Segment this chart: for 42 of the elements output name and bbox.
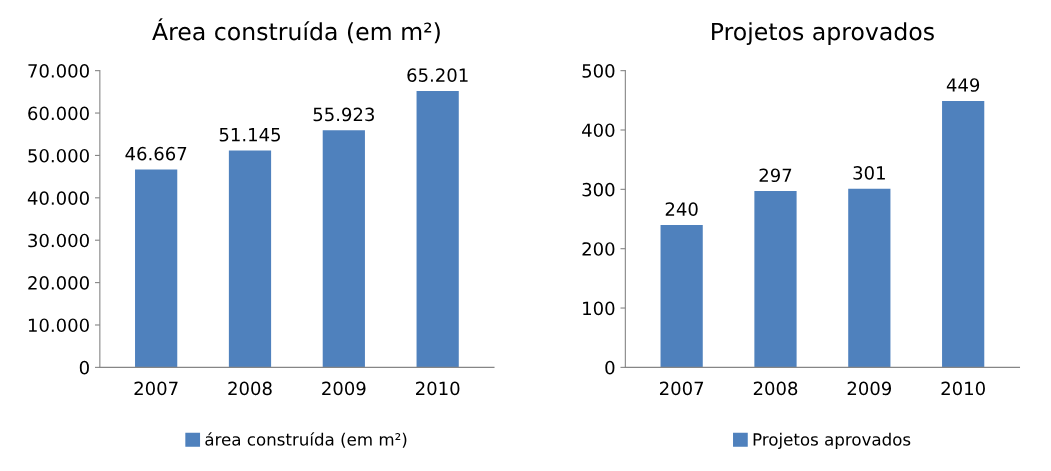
x-tick-label: 2007 <box>660 381 704 396</box>
bar <box>848 188 891 368</box>
x-tick-label: 2007 <box>134 381 178 396</box>
data-label: 46.667 <box>125 146 187 161</box>
bar <box>416 90 459 368</box>
y-tick-label: 70.000 <box>28 64 89 78</box>
y-tick-label: 200 <box>582 242 615 256</box>
y-tick-label: 10.000 <box>28 318 89 333</box>
data-label: 55.923 <box>313 107 374 122</box>
y-tick-label: 0 <box>79 360 89 375</box>
x-tick-label: 2010 <box>941 381 985 396</box>
y-tick-label: 500 <box>582 64 615 78</box>
bar <box>228 150 272 368</box>
x-tick-label: 2008 <box>753 381 798 396</box>
x-tick-label: 2010 <box>416 381 460 396</box>
bar <box>322 130 365 368</box>
data-label: 51.145 <box>219 128 280 142</box>
data-label: 301 <box>853 166 885 180</box>
y-tick-label: 30.000 <box>28 233 89 248</box>
x-tick-label: 2008 <box>228 381 272 396</box>
data-label: 240 <box>665 202 698 216</box>
legend-label: área construída (em m²) <box>205 432 407 448</box>
chart-title: Área construída (em m²) <box>152 18 440 44</box>
x-tick-label: 2009 <box>847 381 892 396</box>
bar <box>942 100 985 368</box>
y-tick-label: 300 <box>582 182 615 197</box>
y-tick-label: 50.000 <box>28 148 89 163</box>
bar <box>754 191 797 368</box>
data-label: 297 <box>759 168 792 183</box>
bar <box>660 224 703 368</box>
data-label: 449 <box>946 78 980 92</box>
y-tick-label: 100 <box>583 301 615 316</box>
legend-label: Projetos aprovados <box>753 432 911 449</box>
bar <box>135 169 178 368</box>
y-tick-label: 0 <box>605 360 615 375</box>
chart-title: Projetos aprovados <box>712 22 934 45</box>
y-tick-label: 60.000 <box>28 106 89 121</box>
y-tick-label: 40.000 <box>27 191 89 205</box>
data-label: 65.201 <box>407 68 468 82</box>
y-tick-label: 400 <box>582 123 615 138</box>
y-tick-label: 20.000 <box>28 276 89 290</box>
x-tick-label: 2009 <box>322 381 366 396</box>
